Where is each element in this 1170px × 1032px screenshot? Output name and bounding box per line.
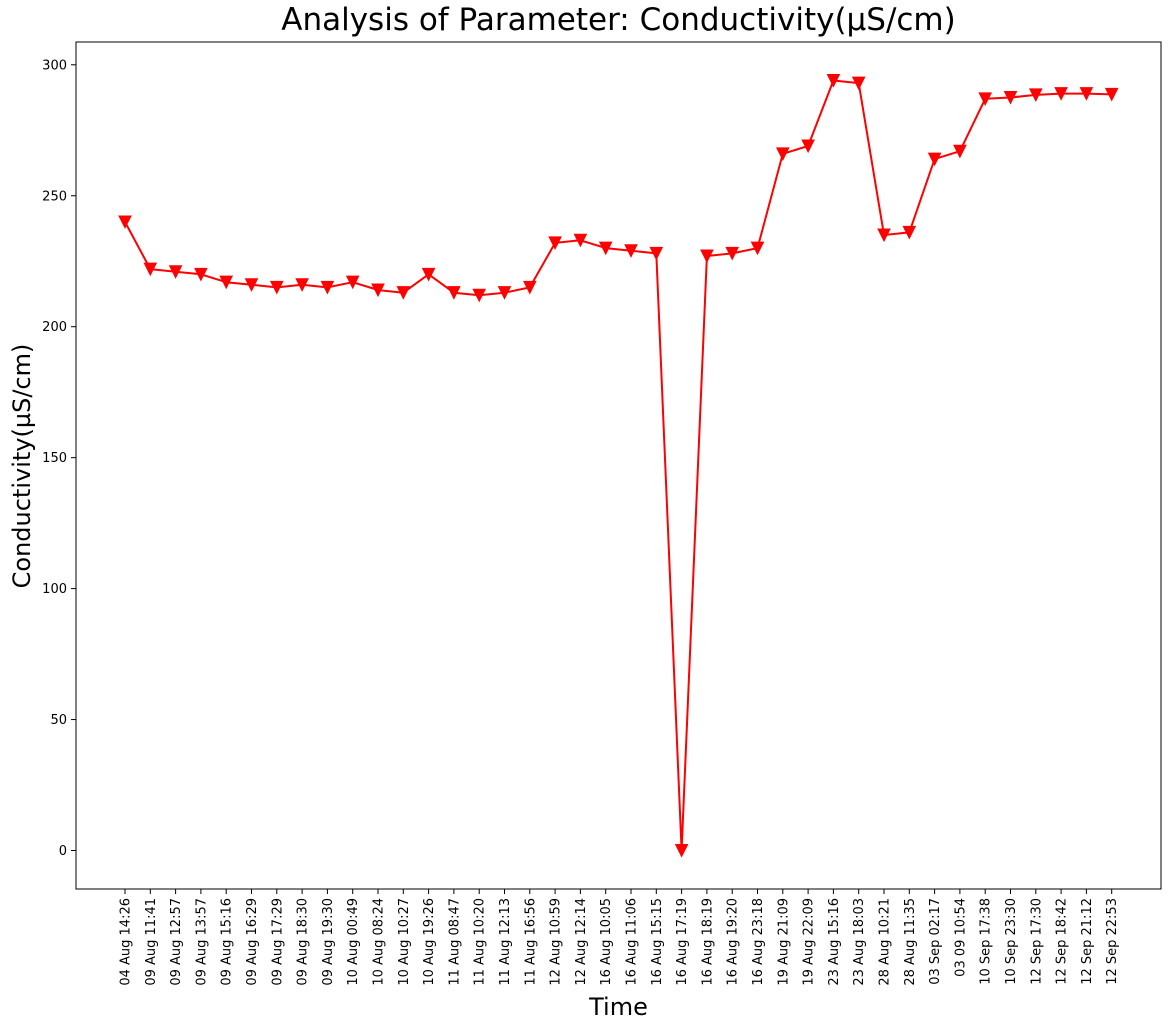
data-point-marker bbox=[345, 275, 360, 290]
y-tick-label: 100 bbox=[42, 582, 67, 597]
data-point-marker bbox=[1003, 91, 1018, 105]
x-tick-label: 11 Aug 08:47 bbox=[447, 898, 462, 986]
x-tick-label: 04 Aug 14:26 bbox=[119, 898, 134, 986]
data-point-marker bbox=[598, 241, 613, 256]
data-point-marker bbox=[421, 267, 436, 282]
data-point-marker bbox=[927, 152, 942, 167]
data-point-marker bbox=[1028, 88, 1043, 103]
y-tick-label: 250 bbox=[42, 189, 67, 204]
x-tick-label: 09 Aug 15:16 bbox=[220, 898, 235, 986]
data-point-marker bbox=[953, 144, 967, 159]
x-tick-label: 12 Sep 18:42 bbox=[1055, 898, 1070, 985]
data-point-marker bbox=[295, 278, 309, 292]
data-point-marker bbox=[548, 236, 562, 251]
data-point-marker bbox=[269, 280, 284, 295]
x-tick-label: 16 Aug 19:20 bbox=[726, 898, 741, 986]
x-tick-label: 10 Sep 23:30 bbox=[1004, 898, 1019, 985]
x-tick-label: 12 Sep 22:53 bbox=[1105, 898, 1120, 985]
x-tick-label: 10 Aug 10:27 bbox=[397, 898, 412, 986]
x-tick-label: 16 Aug 11:06 bbox=[625, 898, 640, 986]
x-tick-label: 09 Aug 11:41 bbox=[144, 898, 159, 986]
data-point-marker bbox=[1104, 87, 1119, 102]
x-tick-label: 09 Aug 19:30 bbox=[321, 898, 336, 986]
data-point-marker bbox=[775, 147, 790, 161]
x-tick-label: 16 Aug 23:18 bbox=[751, 898, 766, 986]
data-point-marker bbox=[750, 241, 765, 256]
x-tick-label: 28 Aug 10:21 bbox=[878, 898, 893, 986]
x-tick-label: 10 Aug 19:26 bbox=[422, 898, 437, 986]
x-tick-label: 12 Sep 17:30 bbox=[1029, 898, 1044, 985]
data-point-marker bbox=[118, 215, 132, 230]
x-tick-label: 10 Aug 00:49 bbox=[346, 898, 361, 986]
x-tick-label: 28 Aug 11:35 bbox=[903, 898, 918, 986]
x-tick-label: 11 Aug 16:56 bbox=[523, 898, 538, 986]
data-point-marker bbox=[851, 76, 866, 91]
data-point-marker bbox=[801, 139, 815, 154]
data-point-marker bbox=[902, 225, 917, 240]
x-tick-label: 16 Aug 18:19 bbox=[700, 898, 715, 986]
data-point-marker bbox=[573, 233, 588, 248]
y-tick-label: 150 bbox=[42, 451, 67, 466]
x-tick-label: 03 09 10:54 bbox=[953, 898, 968, 977]
data-point-marker bbox=[674, 844, 689, 858]
x-tick-label: 09 Aug 16:29 bbox=[245, 898, 260, 986]
x-tick-label: 16 Aug 10:05 bbox=[599, 898, 614, 986]
x-tick-label: 10 Aug 08:24 bbox=[372, 898, 387, 986]
data-point-marker bbox=[1054, 87, 1068, 101]
x-tick-label: 23 Aug 15:16 bbox=[827, 898, 842, 986]
data-point-marker bbox=[371, 283, 385, 298]
data-point-marker bbox=[877, 228, 891, 243]
x-tick-label: 03 Sep 02:17 bbox=[928, 898, 943, 985]
x-tick-label: 12 Sep 21:12 bbox=[1080, 898, 1095, 985]
x-tick-label: 23 Aug 18:03 bbox=[852, 898, 867, 986]
data-point-marker bbox=[522, 280, 537, 295]
data-point-marker bbox=[649, 246, 664, 261]
y-tick-label: 300 bbox=[42, 58, 67, 73]
data-point-marker bbox=[320, 280, 335, 295]
x-tick-label: 12 Aug 12:14 bbox=[574, 898, 589, 986]
x-axis-label: Time bbox=[589, 993, 648, 1021]
data-point-marker bbox=[978, 92, 993, 106]
data-point-marker bbox=[700, 249, 714, 264]
plot-frame bbox=[75, 41, 1162, 890]
y-tick-label: 50 bbox=[50, 713, 67, 728]
data-point-marker bbox=[447, 286, 461, 300]
data-point-marker bbox=[472, 288, 487, 303]
data-point-marker bbox=[624, 244, 638, 258]
x-tick-label: 11 Aug 10:20 bbox=[473, 898, 488, 986]
data-point-marker bbox=[143, 262, 158, 277]
x-tick-label: 19 Aug 21:09 bbox=[776, 898, 791, 986]
x-tick-label: 12 Aug 10:59 bbox=[549, 898, 564, 986]
chart-title: Analysis of Parameter: Conductivity(µS/c… bbox=[281, 2, 956, 38]
data-point-marker bbox=[194, 267, 208, 282]
y-axis-label: Conductivity(µS/cm) bbox=[8, 343, 36, 589]
x-tick-label: 16 Aug 15:15 bbox=[650, 898, 665, 986]
x-tick-label: 09 Aug 12:57 bbox=[169, 898, 184, 986]
x-tick-label: 11 Aug 12:13 bbox=[498, 898, 513, 986]
data-point-marker bbox=[244, 278, 259, 292]
series-line bbox=[124, 79, 1112, 852]
data-point-marker bbox=[168, 265, 183, 279]
data-point-marker bbox=[725, 246, 740, 261]
data-point-marker bbox=[219, 275, 234, 290]
x-tick-label: 16 Aug 17:19 bbox=[675, 898, 690, 986]
y-tick-label: 200 bbox=[42, 320, 67, 335]
y-tick-label: 0 bbox=[59, 844, 67, 859]
x-tick-label: 09 Aug 18:30 bbox=[296, 898, 311, 986]
x-tick-label: 09 Aug 17:29 bbox=[270, 898, 285, 986]
x-tick-label: 10 Sep 17:38 bbox=[979, 898, 994, 985]
data-point-marker bbox=[826, 74, 841, 88]
x-tick-label: 09 Aug 13:57 bbox=[194, 898, 209, 986]
data-point-marker bbox=[396, 286, 411, 300]
data-point-marker bbox=[1079, 87, 1094, 101]
data-point-marker bbox=[497, 286, 512, 300]
x-tick-label: 19 Aug 22:09 bbox=[802, 898, 817, 986]
